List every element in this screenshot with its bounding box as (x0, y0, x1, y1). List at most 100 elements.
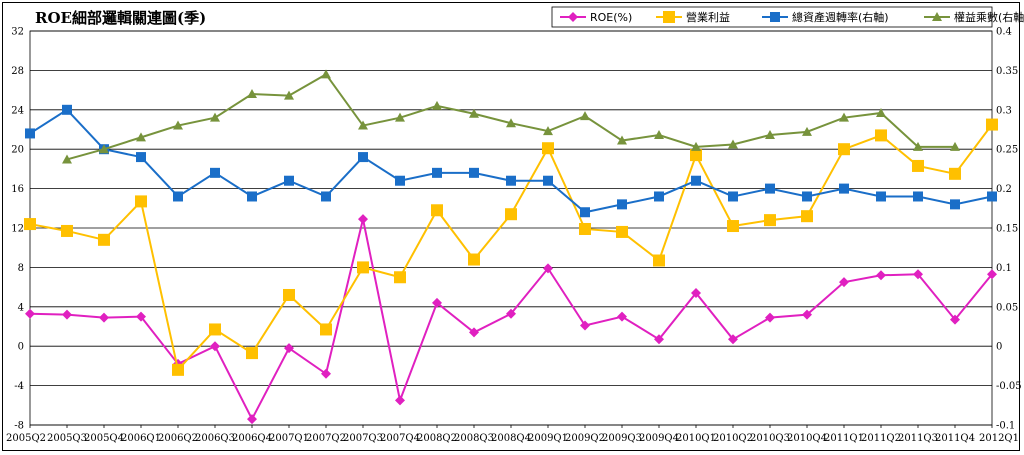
data-point (62, 104, 72, 115)
data-point (25, 128, 35, 139)
x-tick-label: 2011Q3 (898, 433, 938, 444)
x-tick-label: 2006Q3 (195, 433, 235, 444)
series-group (24, 118, 998, 376)
data-point (913, 269, 923, 280)
data-point (432, 167, 442, 178)
data-point (839, 183, 849, 194)
data-point (247, 191, 257, 202)
data-point (876, 191, 886, 202)
data-point (765, 130, 775, 140)
y-left-tick-label: 20 (11, 145, 24, 156)
data-point (136, 132, 146, 142)
y-right-tick-label: -0.1 (996, 421, 1015, 432)
y-right-tick-label: 0.35 (996, 66, 1018, 77)
data-point (135, 195, 147, 208)
x-tick-label: 2008Q3 (454, 433, 494, 444)
data-point (246, 347, 258, 360)
series-line (29, 218, 993, 422)
data-point (432, 100, 442, 110)
data-point (802, 126, 812, 136)
data-point (284, 343, 294, 354)
data-point (173, 120, 183, 130)
data-point (468, 253, 480, 266)
data-point (469, 108, 479, 118)
data-point (506, 308, 516, 319)
data-point (543, 263, 553, 274)
y-left-tick-label: -8 (14, 421, 24, 432)
data-point (284, 175, 294, 186)
x-tick-label: 2010Q2 (713, 433, 753, 444)
data-point (580, 207, 590, 218)
data-point (765, 183, 775, 194)
x-tick-label: 2009Q4 (639, 433, 679, 444)
x-tick-label: 2010Q3 (750, 433, 790, 444)
y-right-tick-label: 0.05 (996, 302, 1018, 313)
data-point (653, 254, 665, 267)
data-point (395, 112, 405, 122)
x-tick-label: 2010Q1 (676, 433, 716, 444)
x-tick-label: 2007Q3 (343, 433, 383, 444)
data-point (321, 69, 331, 79)
data-point (579, 222, 591, 235)
data-point (469, 327, 479, 338)
data-point (728, 139, 738, 149)
data-point (764, 214, 776, 227)
data-point (728, 334, 738, 345)
data-point (617, 135, 627, 145)
data-point (913, 141, 923, 151)
data-point (728, 191, 738, 202)
legend-label: ROE(%) (590, 11, 632, 24)
data-point (950, 141, 960, 151)
y-right-tick-label: 0.15 (996, 224, 1018, 235)
data-point (62, 154, 72, 164)
data-point (357, 261, 369, 274)
data-point (431, 204, 443, 217)
data-point (320, 323, 332, 336)
data-point (987, 269, 997, 280)
data-point (617, 311, 627, 322)
data-point (506, 118, 516, 128)
x-tick-label: 2006Q4 (232, 433, 272, 444)
data-point (691, 175, 701, 186)
data-point (654, 191, 664, 202)
legend-marker (932, 12, 942, 21)
data-point (358, 120, 368, 130)
data-point (950, 314, 960, 325)
data-point (432, 297, 442, 308)
x-tick-label: 2006Q1 (121, 433, 161, 444)
data-point (99, 144, 109, 154)
chart-title: ROE細部邏輯關連圖(季) (35, 9, 206, 27)
data-point (654, 334, 664, 345)
data-point (24, 218, 36, 231)
data-point (617, 199, 627, 210)
data-point (876, 270, 886, 281)
data-point (98, 233, 110, 246)
data-point (616, 225, 628, 238)
data-point (395, 395, 405, 406)
data-point (543, 175, 553, 186)
x-tick-label: 2008Q4 (491, 433, 531, 444)
data-point (691, 141, 701, 151)
data-point (136, 152, 146, 163)
data-point (912, 159, 924, 172)
data-point (505, 208, 517, 221)
x-tick-label: 2007Q4 (380, 433, 420, 444)
data-point (654, 130, 664, 140)
y-right-tick-label: 0.4 (996, 27, 1012, 38)
x-tick-label: 2012Q1 (979, 433, 1019, 444)
y-left-tick-label: -4 (14, 381, 24, 392)
legend-marker (663, 11, 675, 23)
data-point (691, 288, 701, 299)
x-tick-label: 2009Q3 (602, 433, 642, 444)
data-point (543, 126, 553, 136)
data-point (801, 210, 813, 223)
x-tick-label: 2009Q2 (565, 433, 605, 444)
data-point (61, 224, 73, 237)
y-left-tick-label: 32 (11, 27, 24, 38)
y-left-tick-label: 4 (18, 302, 24, 313)
series-line (29, 123, 993, 372)
data-point (876, 107, 886, 117)
x-tick-label: 2011Q2 (861, 433, 901, 444)
series-group (62, 69, 960, 164)
